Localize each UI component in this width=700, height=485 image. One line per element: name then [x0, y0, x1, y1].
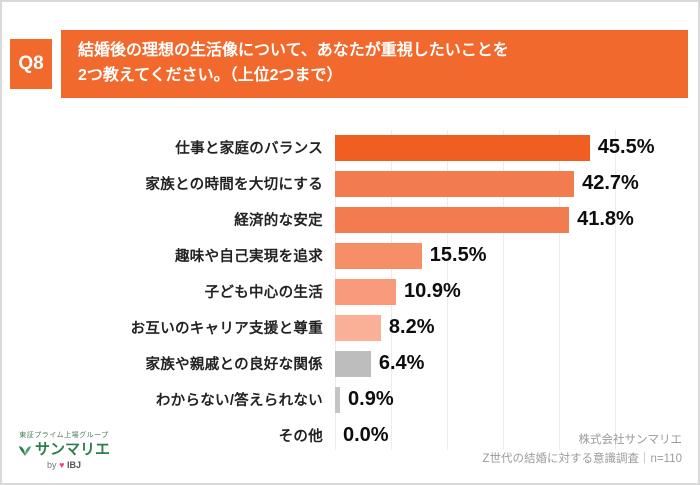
logo-byline: by ♥ IBJ — [18, 460, 110, 471]
logo-name-text: サンマリエ — [35, 441, 111, 458]
category-label: 仕事と家庭のバランス — [175, 141, 323, 158]
company-logo: 東証プライム上場グループ サンマリエ by ♥ IBJ — [18, 432, 110, 471]
source-company: 株式会社サンマリエ — [578, 434, 683, 447]
bar-value-label: 10.9% — [404, 280, 461, 303]
category-label: 経済的な安定 — [234, 213, 323, 230]
bar-value-label: 0.0% — [343, 424, 389, 447]
bar-value-label: 8.2% — [388, 316, 435, 339]
bar-track: 45.5% — [335, 134, 698, 161]
logo-by-prefix: by — [47, 459, 57, 470]
bar-value-label: 0.9% — [348, 388, 394, 411]
question-number-badge: Q8 — [10, 38, 52, 89]
chart-row: 趣味や自己実現を追求 15.5% — [2, 238, 698, 274]
bar-value-label: 45.5% — [597, 136, 655, 159]
leaf-icon — [18, 443, 32, 457]
category-label: お互いのキャリア支援と尊重 — [130, 321, 323, 338]
category-label: わからない/答えられない — [155, 393, 323, 410]
bar-value-label: 41.8% — [577, 208, 634, 231]
bar-track: 0.0% — [335, 423, 698, 449]
chart-row: 経済的な安定 41.8% — [2, 202, 698, 238]
chart-rows: 仕事と家庭のバランス 45.5% 家族との時間を大切にする 42.7% 経済的な… — [2, 130, 698, 454]
bar-track: 6.4% — [335, 350, 698, 377]
chart-row: 仕事と家庭のバランス 45.5% — [2, 130, 698, 166]
bar-chart: 仕事と家庭のバランス 45.5% 家族との時間を大切にする 42.7% 経済的な… — [2, 129, 698, 454]
category-label: 家族や親戚との良好な関係 — [145, 357, 323, 374]
bar — [335, 350, 371, 377]
question-title-line1: 結婚後の理想の生活像について、あなたが重視したいことを — [78, 42, 509, 59]
chart-row: 子ども中心の生活 10.9% — [2, 274, 698, 310]
bar — [335, 314, 381, 341]
bar — [335, 386, 341, 413]
bar-track: 0.9% — [335, 386, 698, 413]
category-label: その他 — [278, 429, 323, 446]
bar-track: 10.9% — [335, 278, 698, 305]
chart-row: お互いのキャリア支援と尊重 8.2% — [2, 310, 698, 346]
category-label: 趣味や自己実現を追求 — [175, 249, 323, 266]
category-label: 家族との時間を大切にする — [145, 177, 323, 194]
question-title-line2: 2つ教えてください。（上位2つまで） — [78, 66, 343, 84]
question-title-banner: 結婚後の理想の生活像について、あなたが重視したいことを 2つ教えてください。（上… — [61, 30, 688, 98]
bar — [335, 170, 575, 197]
bar-value-label: 15.5% — [429, 244, 487, 267]
logo-group-text: 東証プライム上場グループ — [19, 432, 109, 440]
category-label: 子ども中心の生活 — [204, 285, 323, 302]
bar — [335, 134, 590, 161]
bar-track: 41.8% — [335, 206, 698, 233]
source-survey: Z世代の結婚に対する意識調査｜n=110 — [482, 453, 682, 466]
source-attribution: 株式会社サンマリエ Z世代の結婚に対する意識調査｜n=110 — [483, 431, 682, 469]
heart-icon: ♥ — [59, 459, 65, 470]
bar — [335, 278, 397, 305]
chart-row: 家族との時間を大切にする 42.7% — [2, 166, 698, 202]
logo-by-name: IBJ — [66, 459, 81, 470]
bar-track: 15.5% — [335, 242, 698, 269]
bar-value-label: 42.7% — [582, 172, 639, 195]
bar-track: 42.7% — [335, 170, 698, 197]
bar-track: 8.2% — [335, 314, 698, 341]
chart-row: 家族や親戚との良好な関係 6.4% — [2, 346, 698, 382]
bar — [335, 242, 422, 269]
logo-name-row: サンマリエ — [18, 441, 110, 460]
bar — [335, 206, 570, 233]
bar-value-label: 6.4% — [378, 352, 425, 375]
chart-row: わからない/答えられない 0.9% — [2, 382, 698, 418]
question-header: Q8 結婚後の理想の生活像について、あなたが重視したいことを 2つ教えてください… — [10, 30, 688, 98]
chart-row: その他 0.0% — [2, 418, 698, 454]
